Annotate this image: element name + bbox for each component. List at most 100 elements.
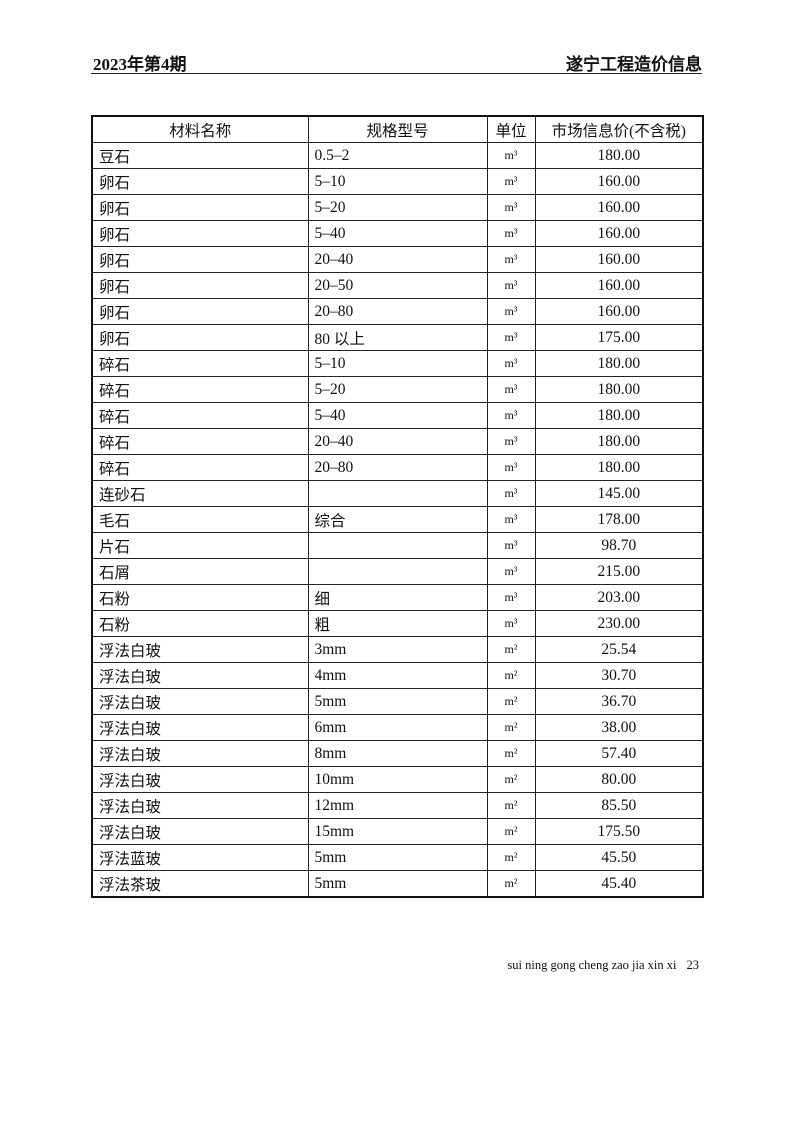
price-cell: 57.40 bbox=[534, 740, 704, 767]
unit-cell: m³ bbox=[486, 272, 536, 299]
unit-cell: m³ bbox=[486, 402, 536, 429]
price-table: 材料名称 规格型号 单位 市场信息价(不含税) 豆石 0.5–2 m³ 180.00 卵… bbox=[91, 115, 704, 898]
spec-cell: 10mm bbox=[307, 766, 488, 793]
footer-pinyin: sui ning gong cheng zao jia xin xi bbox=[507, 958, 677, 972]
spec-cell bbox=[307, 480, 488, 507]
price-cell: 175.00 bbox=[534, 324, 704, 351]
spec-cell: 20–40 bbox=[307, 428, 488, 455]
unit-cell: m³ bbox=[486, 168, 536, 195]
price-cell: 230.00 bbox=[534, 610, 704, 637]
column-header-material: 材料名称 bbox=[91, 115, 309, 143]
price-cell: 180.00 bbox=[534, 428, 704, 455]
price-cell: 180.00 bbox=[534, 350, 704, 377]
price-cell: 160.00 bbox=[534, 272, 704, 299]
spec-cell: 20–80 bbox=[307, 298, 488, 325]
unit-cell: m³ bbox=[486, 220, 536, 247]
unit-cell: m³ bbox=[486, 454, 536, 481]
material-cell: 卵石 bbox=[91, 220, 309, 247]
issue-label: 2023年第4期 bbox=[93, 55, 187, 74]
table-row: 碎石 20–40 m³ 180.00 bbox=[91, 428, 704, 455]
material-cell: 浮法白玻 bbox=[91, 714, 309, 741]
price-cell: 215.00 bbox=[534, 558, 704, 585]
unit-cell: m³ bbox=[486, 350, 536, 377]
price-cell: 178.00 bbox=[534, 506, 704, 533]
material-cell: 豆石 bbox=[91, 142, 309, 169]
unit-cell: m² bbox=[486, 792, 536, 819]
table-row: 卵石 5–20 m³ 160.00 bbox=[91, 194, 704, 221]
material-cell: 卵石 bbox=[91, 194, 309, 221]
spec-cell: 5mm bbox=[307, 870, 488, 898]
spec-cell bbox=[307, 532, 488, 559]
table-row: 浮法蓝玻 5mm m² 45.50 bbox=[91, 844, 704, 871]
table-row: 石粉粗 m³ 230.00 bbox=[91, 610, 704, 637]
table-row: 浮法白玻 4mm m² 30.70 bbox=[91, 662, 704, 689]
unit-cell: m² bbox=[486, 662, 536, 689]
table-row: 浮法茶玻 5mm m² 45.40 bbox=[91, 870, 704, 898]
spec-cell: 综合 bbox=[307, 506, 488, 533]
unit-cell: m³ bbox=[486, 558, 536, 585]
material-cell: 浮法蓝玻 bbox=[91, 844, 309, 871]
column-header-price: 市场信息价(不含税) bbox=[534, 115, 704, 143]
price-cell: 80.00 bbox=[534, 766, 704, 793]
price-cell: 160.00 bbox=[534, 220, 704, 247]
table-row: 毛石 综合 m³ 178.00 bbox=[91, 506, 704, 533]
material-cell: 浮法白玻 bbox=[91, 818, 309, 845]
material-cell: 浮法白玻 bbox=[91, 662, 309, 689]
unit-cell: m³ bbox=[486, 610, 536, 637]
price-cell: 160.00 bbox=[534, 194, 704, 221]
material-cell: 片石 bbox=[91, 532, 309, 559]
price-cell: 36.70 bbox=[534, 688, 704, 715]
table-row: 片石 m³ 98.70 bbox=[91, 532, 704, 559]
price-cell: 160.00 bbox=[534, 246, 704, 273]
material-cell: 浮法茶玻 bbox=[91, 870, 309, 898]
table-row: 碎石 20–80 m³ 180.00 bbox=[91, 454, 704, 481]
header-divider bbox=[91, 73, 702, 74]
price-cell: 175.50 bbox=[534, 818, 704, 845]
table-row: 豆石 0.5–2 m³ 180.00 bbox=[91, 142, 704, 169]
publication-title: 遂宁工程造价信息 bbox=[566, 55, 702, 74]
spec-cell: 5–40 bbox=[307, 402, 488, 429]
spec-cell: 5–10 bbox=[307, 350, 488, 377]
price-cell: 180.00 bbox=[534, 454, 704, 481]
table-row: 石粉细 m³ 203.00 bbox=[91, 584, 704, 611]
spec-cell: 12mm bbox=[307, 792, 488, 819]
material-cell: 卵石 bbox=[91, 168, 309, 195]
table-row: 浮法白玻 10mm m² 80.00 bbox=[91, 766, 704, 793]
price-cell: 45.50 bbox=[534, 844, 704, 871]
table-row: 浮法白玻 3mm m² 25.54 bbox=[91, 636, 704, 663]
price-cell: 180.00 bbox=[534, 142, 704, 169]
spec-cell: 80 以上 bbox=[307, 324, 488, 351]
spec-cell: 20–80 bbox=[307, 454, 488, 481]
column-header-spec: 规格型号 bbox=[307, 115, 488, 143]
unit-cell: m³ bbox=[486, 584, 536, 611]
price-cell: 98.70 bbox=[534, 532, 704, 559]
table-header-row: 材料名称 规格型号 单位 市场信息价(不含税) bbox=[91, 115, 704, 143]
page-number: 23 bbox=[686, 958, 700, 972]
unit-cell: m³ bbox=[486, 428, 536, 455]
spec-cell: 5mm bbox=[307, 688, 488, 715]
material-cell: 浮法白玻 bbox=[91, 688, 309, 715]
unit-cell: m³ bbox=[486, 480, 536, 507]
material-cell: 卵石 bbox=[91, 272, 309, 299]
spec-cell: 20–50 bbox=[307, 272, 488, 299]
price-cell: 38.00 bbox=[534, 714, 704, 741]
price-cell: 160.00 bbox=[534, 298, 704, 325]
price-cell: 85.50 bbox=[534, 792, 704, 819]
table-row: 连砂石 m³ 145.00 bbox=[91, 480, 704, 507]
material-cell: 毛石 bbox=[91, 506, 309, 533]
table-row: 卵石 20–80 m³ 160.00 bbox=[91, 298, 704, 325]
spec-cell: 5–20 bbox=[307, 194, 488, 221]
material-cell: 碎石 bbox=[91, 428, 309, 455]
price-cell: 145.00 bbox=[534, 480, 704, 507]
unit-cell: m² bbox=[486, 740, 536, 767]
unit-cell: m³ bbox=[486, 532, 536, 559]
price-cell: 30.70 bbox=[534, 662, 704, 689]
unit-cell: m³ bbox=[486, 324, 536, 351]
spec-cell: 5–10 bbox=[307, 168, 488, 195]
column-header-unit: 单位 bbox=[486, 115, 536, 143]
material-cell: 碎石 bbox=[91, 454, 309, 481]
spec-cell: 5mm bbox=[307, 844, 488, 871]
table-row: 碎石 5–20 m³ 180.00 bbox=[91, 376, 704, 403]
spec-cell: 粗 bbox=[307, 610, 488, 637]
price-cell: 180.00 bbox=[534, 402, 704, 429]
